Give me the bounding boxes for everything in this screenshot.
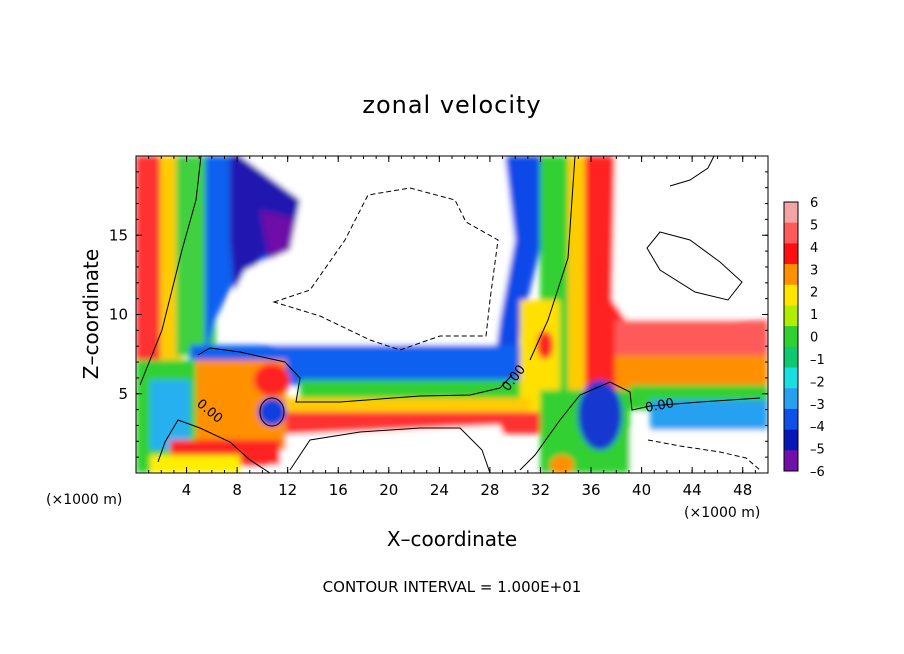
field-patch — [550, 455, 574, 473]
colorbar-segment — [784, 326, 798, 348]
x-tick-label: 24 — [430, 481, 449, 499]
x-tick-label: 48 — [733, 481, 752, 499]
colorbar-tick-label: 4 — [810, 241, 818, 256]
x-tick-label: 40 — [632, 481, 651, 499]
colorbar-segment — [784, 346, 798, 369]
colorbar-segment — [784, 202, 798, 224]
field-patch — [258, 398, 286, 426]
field-patch — [254, 364, 290, 396]
y-axis-label: Z–coordinate — [79, 249, 103, 379]
y-axis-ticks: 5 10 15 — [109, 171, 768, 458]
contour-line — [289, 427, 491, 473]
colorbar-tick-label: –1 — [810, 353, 825, 368]
x-tick-label: 32 — [531, 481, 550, 499]
field-patch — [490, 156, 545, 400]
contour-line — [646, 231, 743, 301]
colorbar — [783, 201, 799, 472]
field-patch — [615, 320, 768, 360]
contour-interval-note: CONTOUR INTERVAL = 1.000E+01 — [323, 578, 582, 596]
x-axis-unit-right: (×1000 m) — [684, 505, 760, 521]
colorbar-tick-label: –5 — [810, 443, 825, 458]
colorbar-tick-label: 3 — [810, 263, 818, 278]
field-patch — [612, 156, 768, 340]
x-tick-label: 16 — [329, 481, 348, 499]
colorbar-tick-label: –3 — [810, 398, 825, 413]
contour-line — [529, 156, 576, 361]
contour-line — [647, 439, 761, 471]
field-patch — [260, 210, 300, 262]
contour-line — [669, 156, 715, 187]
colorbar-segment — [784, 243, 798, 265]
colorbar-tick-label: 1 — [810, 308, 818, 323]
field-patch — [150, 380, 190, 450]
contour-line — [157, 419, 271, 473]
field-patch — [230, 156, 520, 380]
colorbar-tick-label: –2 — [810, 375, 825, 390]
colorbar-ticks: 6 5 4 3 2 1 0 –1 –2 –3 –4 –5 –6 — [810, 196, 825, 480]
colorbar-segment — [784, 408, 798, 431]
field-patch — [537, 331, 553, 359]
field-patch — [300, 380, 520, 402]
x-axis-label: X–coordinate — [387, 527, 517, 551]
y-tick-label: 10 — [109, 306, 128, 324]
colorbar-segment — [784, 284, 798, 306]
colorbar-tick-label: 5 — [810, 218, 818, 233]
colorbar-tick-label: 2 — [810, 286, 818, 301]
colorbar-segment — [784, 429, 798, 451]
colorbar-tick-label: –4 — [810, 420, 825, 435]
colorbar-tick-label: –6 — [810, 465, 825, 480]
x-tick-label: 4 — [182, 481, 192, 499]
x-tick-label: 28 — [480, 481, 499, 499]
contour-line — [272, 187, 499, 351]
colorbar-segment — [784, 305, 798, 327]
field-patch — [578, 380, 622, 450]
x-tick-label: 36 — [581, 481, 600, 499]
field-patch — [650, 400, 768, 430]
contour-label: 0.00 — [644, 396, 675, 416]
x-tick-label: 12 — [278, 481, 297, 499]
x-tick-label: 44 — [683, 481, 702, 499]
colorbar-tick-label: 0 — [810, 331, 818, 346]
colorbar-segment — [784, 450, 798, 472]
contour-line — [197, 347, 513, 403]
colorbar-tick-label: 6 — [810, 196, 818, 211]
y-tick-label: 5 — [118, 385, 128, 403]
colorbar-segment — [784, 222, 798, 244]
contour-lines — [139, 156, 761, 473]
contour-line — [519, 381, 761, 471]
field-patch — [150, 455, 240, 473]
x-tick-label: 20 — [379, 481, 398, 499]
colorbar-segment — [784, 264, 798, 286]
contour-line — [139, 156, 202, 386]
colorbar-frame — [783, 201, 799, 472]
contour-line — [259, 397, 285, 427]
heatmap-field: 0.00 0.00 0.00 — [136, 156, 768, 473]
colorbar-segment — [784, 367, 798, 389]
y-tick-label: 15 — [109, 226, 128, 244]
chart-title: zonal velocity — [362, 91, 541, 119]
field-patch — [625, 430, 768, 473]
x-tick-label: 8 — [232, 481, 242, 499]
colorbar-segment — [784, 388, 798, 410]
x-axis-unit-left: (×1000 m) — [46, 492, 122, 508]
x-axis-ticks: 4 8 12 16 20 24 28 32 36 40 44 48 — [148, 156, 756, 499]
